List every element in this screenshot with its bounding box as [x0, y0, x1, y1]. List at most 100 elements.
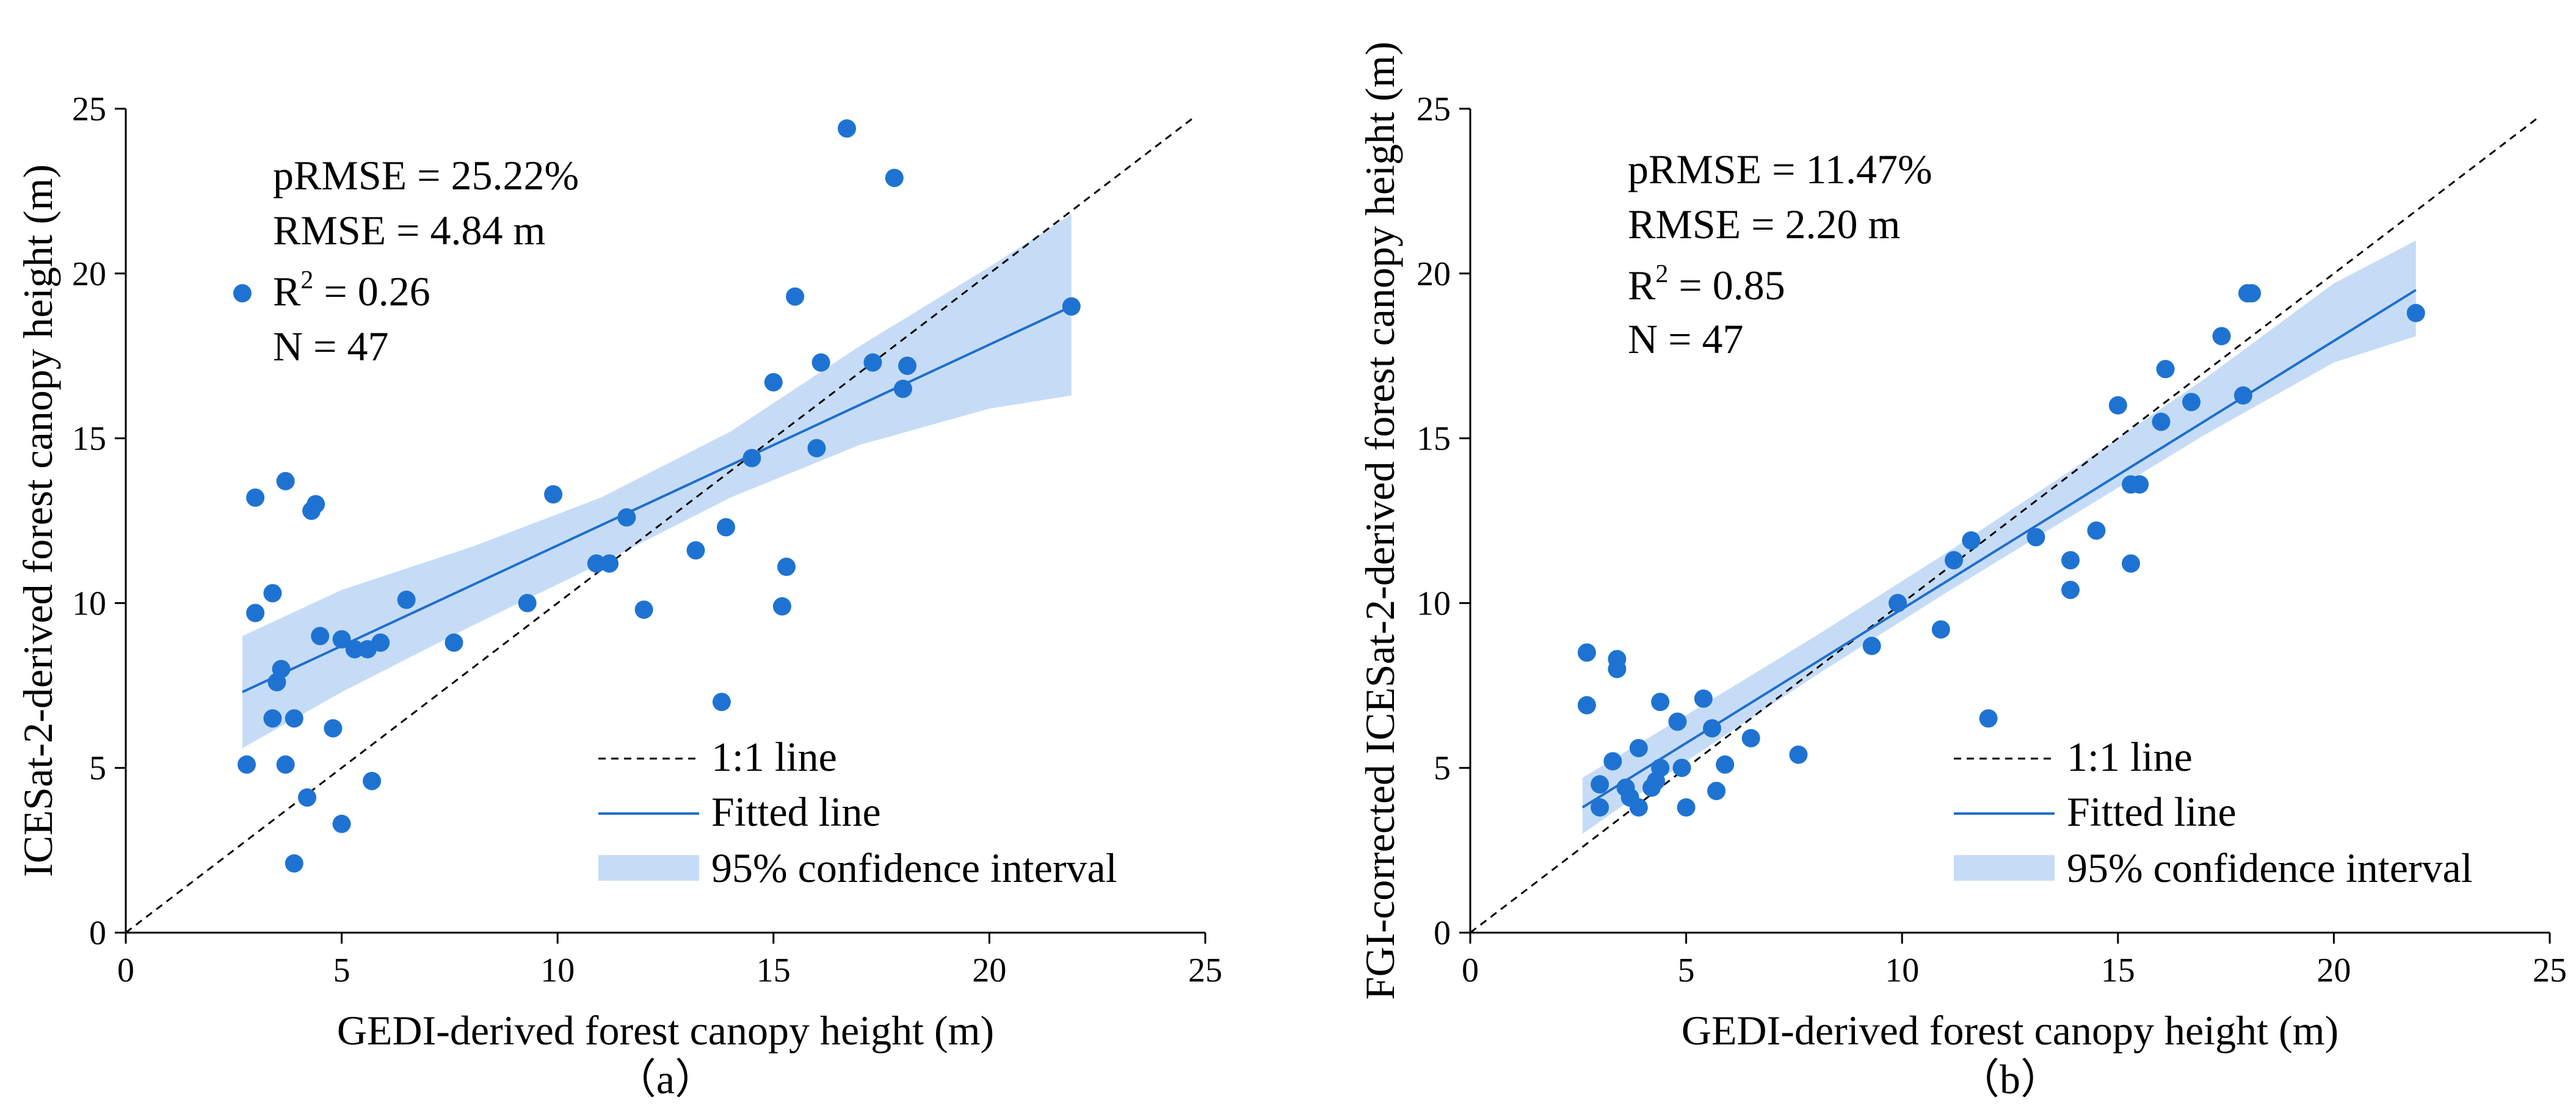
- data-point: [2108, 396, 2127, 415]
- data-point: [893, 379, 912, 398]
- fitted-line: [1581, 289, 2417, 809]
- stat-r2-symbol: R: [1628, 262, 1656, 308]
- data-point: [324, 719, 343, 738]
- x-tick-label: 25: [2533, 952, 2567, 989]
- data-point: [1651, 693, 1670, 712]
- y-tick-label: 5: [89, 749, 106, 787]
- data-point: [363, 771, 382, 790]
- data-point: [2026, 528, 2045, 547]
- data-point: [371, 633, 390, 652]
- data-point: [276, 472, 295, 490]
- data-point: [600, 554, 619, 573]
- y-axis-title: FGI-corrected ICESat-2-derived forest ca…: [1357, 42, 1403, 1000]
- panel-a: 0 5 10 15 20 25 0 5 10 15 20 25 GEDI-derived forest …: [15, 90, 1222, 1102]
- x-tick-label: 20: [2317, 952, 2351, 989]
- stat-prmse: pRMSE = 11.47%: [1628, 146, 1932, 192]
- data-point: [1603, 752, 1622, 771]
- panel-b: 0 5 10 15 20 25 0 5 10 15 20 25 GEDI-derived forest …: [1357, 42, 2567, 1102]
- data-point: [444, 633, 463, 652]
- data-point: [777, 558, 796, 577]
- data-point: [2061, 580, 2080, 599]
- y-tick-label: 15: [1417, 420, 1451, 458]
- panel-label: （b）: [1958, 1056, 2062, 1102]
- y-tick-label: 0: [1434, 914, 1451, 952]
- y-tick-label: 25: [72, 90, 106, 128]
- y-tick-label: 15: [72, 420, 106, 458]
- data-point: [246, 603, 265, 622]
- y-axis-title: ICESat-2-derived forest canopy height (m…: [15, 164, 61, 877]
- data-point: [1629, 798, 1648, 817]
- x-tick-label: 5: [333, 952, 350, 989]
- stat-r2-value: = 0.26: [313, 268, 430, 315]
- data-point: [1629, 738, 1648, 757]
- data-point: [686, 541, 705, 560]
- one-to-one-line: [1470, 116, 2540, 934]
- data-point: [863, 353, 882, 372]
- data-point: [742, 448, 761, 467]
- data-point: [1591, 775, 1609, 794]
- y-tick-label: 10: [1417, 585, 1451, 622]
- x-tick-label: 10: [540, 952, 575, 989]
- data-point: [263, 584, 282, 603]
- data-point: [838, 119, 857, 138]
- legend-fitted-label: Fitted line: [711, 789, 881, 835]
- x-tick-label: 5: [1678, 952, 1695, 989]
- stat-rmse: RMSE = 2.20 m: [1628, 201, 1900, 247]
- data-point: [617, 508, 636, 527]
- data-point: [634, 600, 653, 619]
- x-tick-label: 15: [756, 952, 791, 989]
- legend-ci-label: 95% confidence interval: [711, 845, 1117, 891]
- data-point: [587, 554, 606, 573]
- data-point: [885, 169, 904, 188]
- y-tick-label: 20: [72, 255, 106, 293]
- data-point: [811, 353, 830, 372]
- x-tick-label: 10: [1885, 952, 1919, 989]
- data-point: [311, 627, 330, 646]
- data-point: [2061, 551, 2080, 570]
- x-tick-label: 20: [972, 952, 1006, 989]
- stat-rmse: RMSE = 4.84 m: [273, 207, 545, 253]
- data-point: [1677, 798, 1696, 817]
- legend-ci-swatch: [1954, 855, 2055, 881]
- legend-ci-label: 95% confidence interval: [2067, 845, 2473, 891]
- x-tick-label: 15: [2101, 952, 2135, 989]
- data-point: [233, 284, 252, 303]
- data-point: [1862, 636, 1881, 655]
- data-point: [1668, 712, 1687, 731]
- data-point: [712, 693, 731, 712]
- data-point: [332, 630, 351, 649]
- legend-ci-swatch: [598, 855, 699, 881]
- x-tick-label: 25: [1188, 952, 1222, 989]
- data-point: [717, 518, 736, 537]
- legend-fitted-label: Fitted line: [2067, 789, 2237, 835]
- data-point: [786, 287, 805, 306]
- data-point: [272, 660, 291, 679]
- stat-r2: R2 = 0.85: [1628, 260, 1785, 308]
- stat-r2: R2 = 0.26: [273, 266, 430, 315]
- data-point: [1888, 594, 1907, 613]
- data-point: [238, 755, 256, 774]
- data-point: [2122, 554, 2141, 573]
- data-point: [518, 594, 537, 613]
- data-point: [332, 814, 351, 833]
- data-point: [1945, 551, 1964, 570]
- stat-r2-value: = 0.85: [1668, 262, 1785, 308]
- x-tick-label: 0: [117, 952, 134, 989]
- stat-r2-superscript: 2: [300, 266, 313, 294]
- data-point: [1931, 620, 1950, 639]
- stat-prmse: pRMSE = 25.22%: [273, 152, 579, 199]
- data-point: [2130, 475, 2149, 494]
- data-point: [544, 485, 563, 504]
- y-tick-label: 25: [1417, 90, 1451, 128]
- data-point: [2182, 393, 2201, 412]
- data-point: [1741, 729, 1760, 748]
- data-point: [1651, 759, 1670, 778]
- data-point: [1608, 650, 1627, 669]
- data-point: [764, 373, 783, 392]
- data-point: [1707, 781, 1726, 800]
- data-point: [2087, 521, 2106, 540]
- stat-n: N = 47: [1628, 316, 1743, 362]
- data-point: [246, 488, 265, 507]
- data-point: [2212, 327, 2231, 346]
